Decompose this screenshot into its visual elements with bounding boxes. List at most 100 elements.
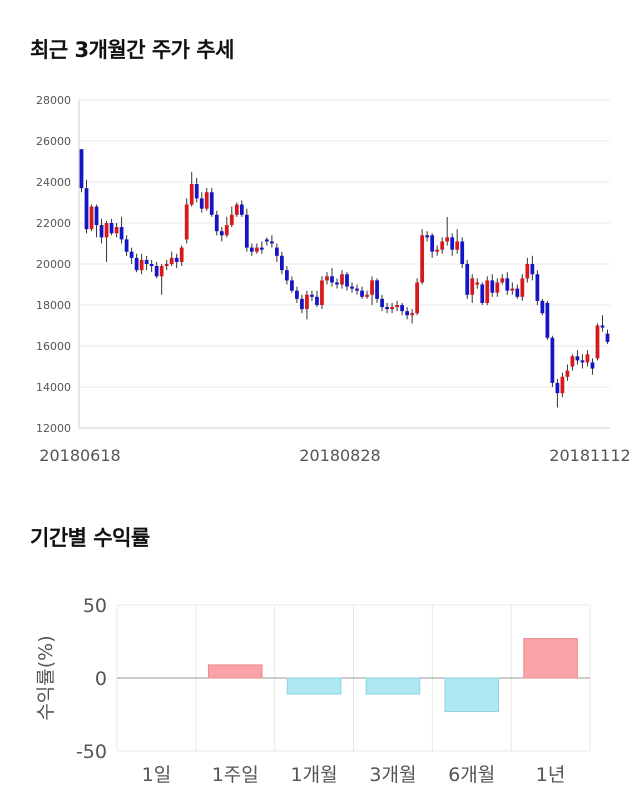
candle-body: [390, 307, 394, 310]
y-tick-label: 20000: [36, 258, 71, 271]
candle-body: [565, 370, 570, 377]
candle-body: [580, 360, 585, 363]
candle-body: [375, 280, 379, 299]
candle-body: [485, 280, 490, 303]
candle-body: [114, 227, 119, 234]
candle-body: [550, 337, 555, 383]
return-bar: [286, 677, 342, 695]
y-tick-label: 0: [95, 668, 107, 690]
y-tick-label: 28000: [36, 94, 71, 107]
return-bar: [523, 638, 578, 679]
y-tick-label: 18000: [36, 299, 71, 312]
candle-body: [465, 264, 470, 295]
candlestick-chart: 28000 26000 24000 22000 20000 18000 16000 14000…: [36, 94, 631, 465]
candle-body: [184, 204, 189, 240]
candle-body: [264, 239, 269, 242]
candle-body: [480, 284, 485, 303]
category-label: 3개월: [369, 764, 416, 786]
candle-body: [239, 204, 244, 215]
candle-body: [300, 298, 304, 310]
candle-body: [325, 276, 329, 281]
candle-body: [280, 255, 284, 271]
candle-body: [174, 257, 179, 262]
candle-body: [455, 241, 460, 250]
candle-body: [109, 223, 114, 234]
candle-body: [385, 307, 389, 310]
candle-body: [530, 264, 535, 275]
candle-body: [605, 333, 610, 342]
candle-body: [129, 251, 134, 258]
candle-body: [234, 204, 239, 215]
candle-body: [209, 192, 214, 215]
candle-body: [199, 198, 204, 209]
candle-body: [194, 184, 199, 199]
y-tick-label: 12000: [36, 422, 71, 435]
candle-body: [395, 305, 399, 308]
y-tick-label: 26000: [36, 135, 71, 148]
return-bar: [207, 664, 263, 679]
candle-body: [460, 241, 465, 264]
candle-body: [179, 247, 184, 262]
candle-body: [305, 294, 309, 310]
candle-body: [99, 225, 104, 238]
candle-body: [520, 278, 525, 297]
candle-body: [500, 278, 505, 283]
candle-body: [259, 247, 264, 250]
candle-body: [169, 257, 174, 264]
candle-body: [560, 376, 565, 394]
candle-body: [535, 274, 540, 301]
candle-body: [295, 290, 299, 299]
candle-body: [89, 206, 94, 230]
candle-body: [269, 241, 274, 244]
candle-body: [94, 206, 99, 226]
candle-body: [340, 274, 344, 285]
candle-body: [590, 362, 595, 369]
candle-body: [410, 313, 415, 316]
candle-body: [320, 280, 324, 305]
candle-body: [435, 249, 440, 252]
candle-body: [134, 257, 139, 271]
x-date-label: 20181112: [549, 446, 630, 465]
candle-body: [515, 288, 520, 297]
category-label: 6개월: [448, 764, 495, 786]
candle-body: [139, 259, 144, 271]
candle-body: [420, 235, 425, 283]
candle-body: [470, 278, 475, 295]
candle-body: [214, 214, 219, 232]
y-tick-label: 50: [83, 595, 107, 617]
candle-body: [104, 223, 109, 238]
candle-body: [380, 298, 384, 308]
candle-body: [570, 356, 575, 367]
candle-body: [274, 247, 279, 256]
candle-body: [330, 276, 334, 283]
candle-body: [355, 288, 359, 291]
candle-body: [144, 259, 149, 264]
candle-body: [365, 294, 369, 297]
x-date-label: 20180828: [299, 446, 380, 465]
candle-body: [154, 266, 159, 277]
category-label: 1주일: [212, 764, 259, 786]
candle-body: [450, 237, 455, 250]
candle-body: [244, 214, 249, 248]
candle-body: [600, 325, 605, 328]
return-bar: [444, 677, 500, 713]
candle-body: [415, 282, 420, 314]
candle-body: [350, 286, 354, 289]
stock-trend-title: 최근 3개월간 주가 추세: [30, 38, 234, 62]
y-tick-label: 14000: [36, 381, 71, 394]
candle-body: [79, 149, 84, 189]
y-tick-label: 22000: [36, 217, 71, 230]
candle-body: [119, 227, 124, 240]
candle-body: [310, 294, 314, 297]
candle-body: [229, 214, 234, 226]
candle-body: [159, 266, 164, 277]
candle-body: [545, 302, 550, 338]
candle-body: [540, 300, 545, 314]
y-tick-label: 16000: [36, 340, 71, 353]
return-bar: [365, 677, 421, 695]
candle-body: [124, 239, 129, 252]
candle-body: [249, 247, 254, 252]
candle-body: [430, 235, 435, 252]
candle-body: [440, 241, 445, 250]
candle-body: [525, 264, 530, 279]
